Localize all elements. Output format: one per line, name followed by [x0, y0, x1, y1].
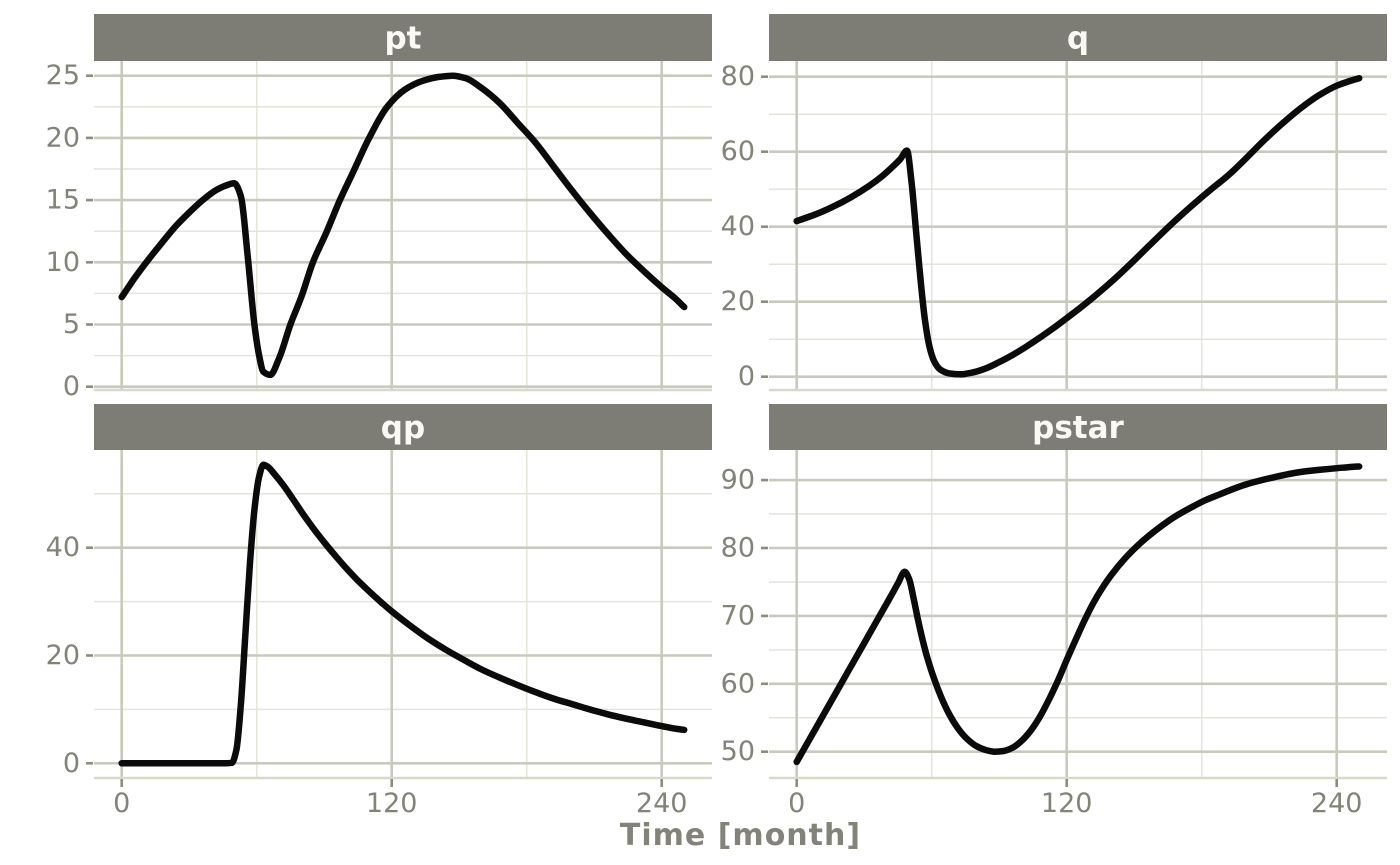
panel-pt-strip — [94, 14, 712, 61]
panel-qp-y-tick-label-0: 0 — [63, 748, 80, 779]
panel-pt-y-tick-label-15: 15 — [46, 185, 80, 216]
panel-q-y-tick-label-40: 40 — [721, 211, 755, 242]
panel-q-strip-label: q — [1067, 21, 1089, 57]
panel-pt-y-tick-label-0: 0 — [63, 371, 80, 402]
panel-pt-strip-label: pt — [384, 21, 421, 57]
panel-qp-x-tick-label-120: 120 — [366, 788, 418, 819]
panel-pt-y-tick-label-20: 20 — [46, 122, 80, 153]
panel-pstar-x-tick-label-240: 240 — [1311, 788, 1363, 819]
panel-q-y-tick-label-0: 0 — [738, 361, 755, 392]
panel-qp-strip — [94, 404, 712, 450]
panel-pstar-y-tick-label-50: 50 — [721, 736, 755, 767]
panel-pstar-y-tick-label-80: 80 — [721, 533, 755, 564]
panel-pstar-strip — [769, 404, 1387, 450]
panel-pt-y-tick-label-5: 5 — [63, 309, 80, 340]
panel-pt-y-tick-label-10: 10 — [46, 247, 80, 278]
panel-q-y-tick-label-20: 20 — [721, 286, 755, 317]
panel-qp-y-tick-label-40: 40 — [46, 532, 80, 563]
panel-qp-curve — [118, 461, 688, 767]
panel-qp-y-tick-label-20: 20 — [46, 640, 80, 671]
panel-pstar-y-tick-label-60: 60 — [721, 668, 755, 699]
panel-q-strip — [769, 14, 1387, 61]
panel-pstar-x-tick-label-0: 0 — [788, 788, 805, 819]
panel-qp-strip-label: qp — [381, 410, 425, 446]
panel-q-y-tick-label-80: 80 — [721, 61, 755, 92]
panel-qp-x-tick-label-240: 240 — [636, 788, 688, 819]
panel-pstar-strip-label: pstar — [1032, 410, 1124, 446]
panel-pt-curve — [118, 72, 688, 379]
panel-pstar-curve — [793, 463, 1363, 766]
panel-qp-x-tick-label-0: 0 — [113, 788, 130, 819]
panel-pstar-y-tick-label-70: 70 — [721, 600, 755, 631]
panel-q-y-tick-label-60: 60 — [721, 136, 755, 167]
panel-q-curve — [793, 74, 1363, 378]
panel-pstar-y-tick-label-90: 90 — [721, 465, 755, 496]
panel-pstar-x-tick-label-120: 120 — [1041, 788, 1093, 819]
x-axis-title: Time [month] — [619, 818, 862, 853]
panel-pt-y-tick-label-25: 25 — [46, 60, 80, 91]
